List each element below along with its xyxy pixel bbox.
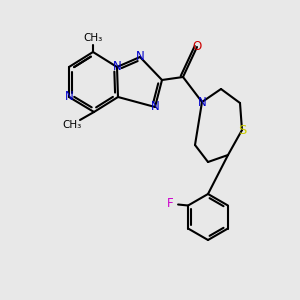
Text: N: N xyxy=(112,61,122,74)
Text: F: F xyxy=(167,197,173,210)
Text: CH₃: CH₃ xyxy=(83,33,103,43)
Text: N: N xyxy=(64,91,74,103)
Text: N: N xyxy=(198,95,206,109)
Text: N: N xyxy=(136,50,144,64)
Text: O: O xyxy=(192,40,202,53)
Text: CH₃: CH₃ xyxy=(62,120,82,130)
Text: N: N xyxy=(151,100,159,113)
Text: S: S xyxy=(238,124,246,136)
